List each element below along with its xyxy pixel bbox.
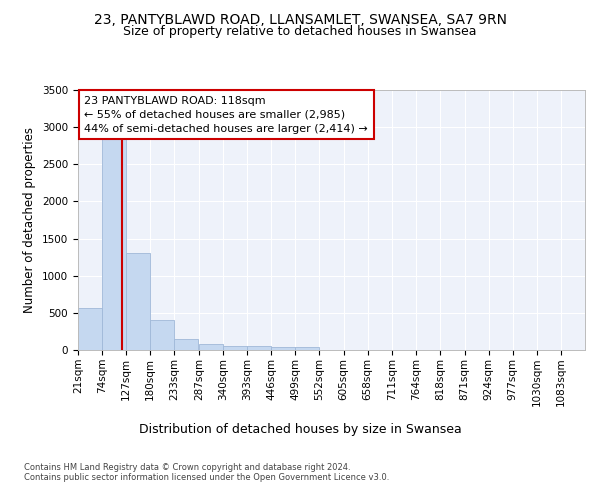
Bar <box>150 320 175 350</box>
Text: Distribution of detached houses by size in Swansea: Distribution of detached houses by size … <box>139 422 461 436</box>
Bar <box>199 344 223 350</box>
Bar <box>78 308 102 350</box>
Text: Contains HM Land Registry data © Crown copyright and database right 2024.
Contai: Contains HM Land Registry data © Crown c… <box>24 462 389 482</box>
Text: 23, PANTYBLAWD ROAD, LLANSAMLET, SWANSEA, SA7 9RN: 23, PANTYBLAWD ROAD, LLANSAMLET, SWANSEA… <box>94 12 506 26</box>
Bar <box>271 346 295 350</box>
Text: 23 PANTYBLAWD ROAD: 118sqm
← 55% of detached houses are smaller (2,985)
44% of s: 23 PANTYBLAWD ROAD: 118sqm ← 55% of deta… <box>85 96 368 134</box>
Y-axis label: Number of detached properties: Number of detached properties <box>23 127 37 313</box>
Bar <box>295 347 319 350</box>
Bar <box>247 346 271 350</box>
Bar <box>175 339 199 350</box>
Bar <box>126 252 150 350</box>
Bar <box>102 134 126 350</box>
Text: Size of property relative to detached houses in Swansea: Size of property relative to detached ho… <box>123 25 477 38</box>
Bar <box>223 346 247 350</box>
